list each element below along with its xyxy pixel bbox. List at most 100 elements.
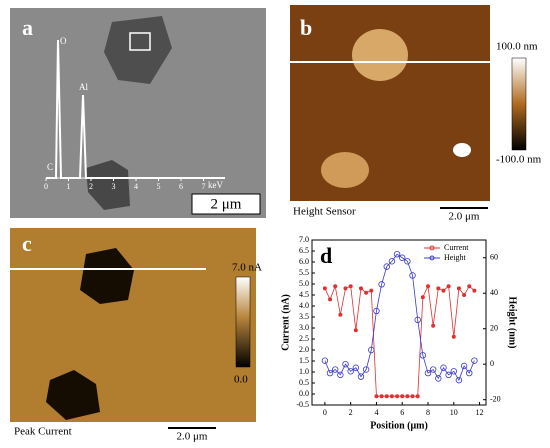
point — [429, 366, 437, 373]
series-line — [324, 284, 475, 397]
x-tick-label: 8 — [426, 408, 430, 417]
panel-c: c 7.0 nA 0.0 Peak Current 2.0 μm — [10, 228, 262, 443]
y-tick-label: 3.5 — [299, 312, 309, 321]
point — [445, 371, 452, 379]
eds-unit: keV — [208, 180, 223, 190]
point — [374, 394, 379, 399]
selection-box — [129, 32, 151, 51]
colorbar-min: -100.0 nm — [496, 154, 542, 166]
point — [414, 316, 421, 324]
point — [373, 307, 380, 315]
y-tick-label: 6.5 — [299, 246, 309, 255]
y2-tick-label: 60 — [490, 253, 498, 262]
eds-tick-label: 0 — [44, 182, 48, 191]
peak-label: C — [47, 162, 53, 172]
x-axis-label: Position (μm) — [370, 420, 428, 431]
point — [419, 352, 427, 359]
y-tick-label: 4.5 — [299, 290, 309, 299]
point — [471, 357, 478, 364]
point — [352, 364, 360, 371]
point — [348, 284, 353, 289]
point — [389, 394, 394, 399]
point — [441, 288, 446, 293]
point — [322, 286, 327, 291]
particle — [86, 160, 130, 210]
legend-marker — [429, 245, 435, 251]
point — [388, 258, 396, 265]
eds-tick-label: 4 — [134, 182, 138, 191]
point — [451, 334, 456, 339]
point — [436, 286, 441, 291]
x-tick-label: 2 — [349, 408, 353, 417]
panel-label: b — [300, 15, 312, 40]
y-axis-label: Current (nA) — [280, 294, 291, 351]
point — [467, 284, 472, 289]
y-tick-label: 1.0 — [299, 367, 309, 376]
point — [379, 394, 384, 399]
point — [326, 369, 334, 377]
panel-label: c — [22, 231, 32, 256]
panel-label: d — [320, 243, 332, 268]
colorbar-max: 7.0 nA — [232, 262, 262, 274]
point — [368, 346, 375, 354]
point — [472, 288, 477, 293]
point — [431, 323, 436, 328]
point — [358, 286, 363, 291]
x-tick-label: 4 — [374, 408, 378, 417]
y2-axis-label: Height (nm) — [507, 297, 518, 349]
point — [362, 366, 370, 373]
point — [455, 376, 463, 384]
point — [460, 362, 468, 370]
y-tick-label: 6.0 — [299, 257, 309, 266]
y-tick-label: 0.5 — [299, 378, 309, 387]
point — [369, 288, 374, 293]
point — [347, 368, 354, 375]
scale-label: 2.0 μm — [449, 211, 480, 223]
point — [425, 284, 430, 289]
eds-tick-label: 1 — [67, 182, 71, 191]
colorbar-max: 100.0 nm — [496, 41, 538, 53]
point — [333, 284, 338, 289]
eds-tick-label: 6 — [179, 182, 183, 191]
point — [353, 328, 358, 333]
scale-label: 2.0 μm — [177, 431, 208, 443]
y-tick-label: 2.5 — [299, 334, 309, 343]
afm-image — [10, 228, 256, 422]
y-tick-label: 1.5 — [299, 356, 309, 365]
y-tick-label: 5.0 — [299, 279, 309, 288]
point — [409, 272, 416, 279]
y-tick-label: 0.0 — [299, 389, 309, 398]
panel-d: d -0.5 0.0 0.5 1.0 1.5 2.0 2.5 3.0 3.5 4.0 4.5 5.0 5… — [280, 235, 517, 431]
point — [415, 394, 420, 399]
y2-tick-label: 0 — [490, 359, 494, 368]
y-tick-label: -0.5 — [296, 400, 309, 409]
y-tick-label: 2.0 — [299, 345, 309, 354]
point — [440, 364, 447, 371]
point — [405, 394, 410, 399]
x-tick-label: 6 — [400, 408, 404, 417]
point — [446, 284, 451, 289]
eds-tick-label: 2 — [89, 182, 93, 191]
y-tick-label: 7.0 — [299, 235, 309, 244]
colorbar-min: 0.0 — [234, 374, 248, 386]
caption: Peak Current — [14, 426, 72, 438]
x-tick-label: 12 — [476, 408, 484, 417]
point — [338, 312, 343, 317]
point — [342, 360, 349, 368]
peak-label: O — [60, 36, 67, 46]
point — [357, 373, 365, 380]
peak-label: Al — [79, 82, 88, 92]
panel-b: b 100.0 nm -100.0 nm Height Sensor 2.0 μ… — [290, 5, 542, 223]
point — [466, 369, 473, 377]
point — [384, 394, 389, 399]
plot-frame — [311, 239, 487, 406]
particle — [80, 248, 134, 304]
particle — [321, 152, 369, 188]
x-tick-label: 0 — [323, 408, 327, 417]
legend-label: Height — [444, 253, 467, 262]
point — [337, 371, 344, 379]
point — [456, 286, 461, 291]
point — [383, 263, 390, 270]
